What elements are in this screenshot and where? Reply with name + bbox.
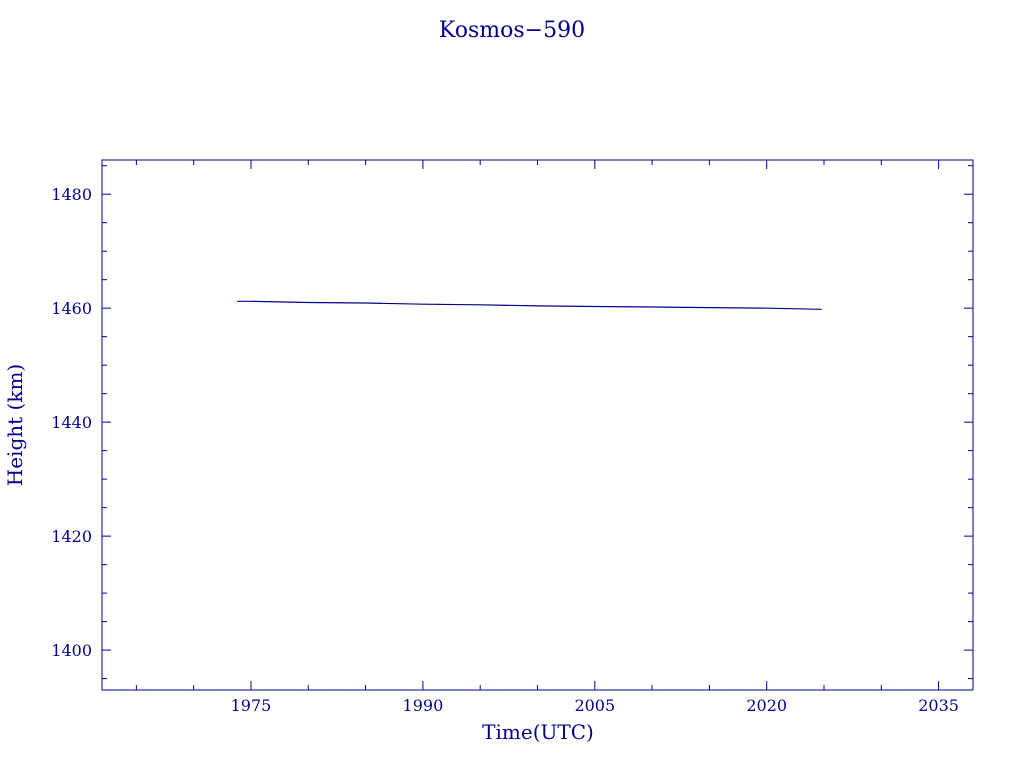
- x-tick-label: 2035: [918, 696, 959, 715]
- y-tick-label: 1420: [51, 527, 92, 546]
- y-tick-labels: 1400 1420 1440 1460 1480: [51, 185, 92, 660]
- series-line: [237, 300, 822, 310]
- x-tick-label: 1990: [403, 696, 444, 715]
- y-tick-label: 1480: [51, 185, 92, 204]
- chart-title: Kosmos−590: [439, 18, 585, 43]
- y-tick-label: 1440: [51, 413, 92, 432]
- series-layer: [237, 300, 822, 310]
- y-axis-label: Height (km): [3, 364, 27, 486]
- y-tick-label: 1400: [51, 641, 92, 660]
- x-axis-label: Time(UTC): [482, 720, 594, 744]
- x-tick-label: 2020: [746, 696, 787, 715]
- x-tick-label: 2005: [574, 696, 615, 715]
- axis-ticks: [102, 160, 973, 690]
- y-tick-label: 1460: [51, 299, 92, 318]
- plot-frame: [101, 159, 974, 691]
- x-tick-labels: 1975 1990 2005 2020 2035: [231, 696, 959, 715]
- x-tick-label: 1975: [231, 696, 272, 715]
